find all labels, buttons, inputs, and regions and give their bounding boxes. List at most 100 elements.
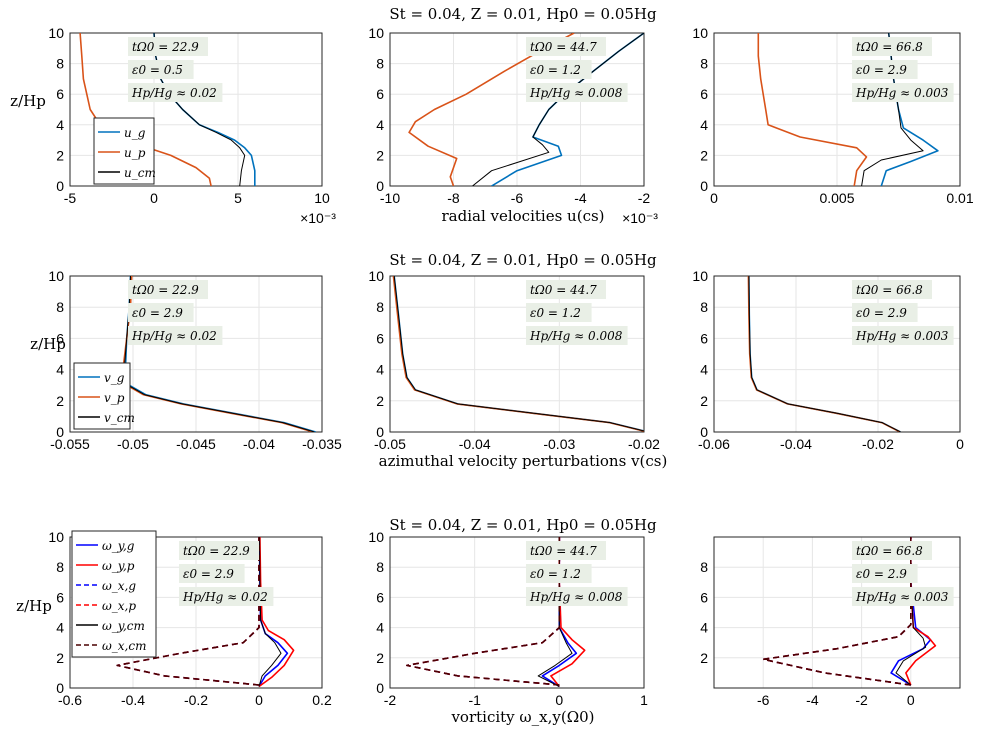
panel-r2c2-xtick: -0.02 [628,436,660,452]
panel-r2c2-ytick: 10 [368,268,384,284]
panel-r3c1-xtick: 0 [255,692,263,708]
legend-label: v_cm [104,411,135,425]
row-3-ylabel: z/Hp [16,597,52,615]
panel-r3c1-annotation-bg [179,541,259,560]
panel-r3c1-ytick: 6 [56,589,64,605]
panel-r2c2-annotation-line: Hp/Hg ≈ 0.008 [529,329,623,343]
row-3-xlabel: vorticity ω_x,y(Ω0) [450,708,594,726]
panel-r1c1-ytick: 10 [48,25,64,41]
panel-r2c1-axes [69,275,323,433]
panel-r3c2-xtick: 0 [555,692,563,708]
panel-r3c1-annotation-bg [179,564,245,583]
legend-label: u_g [124,126,146,140]
panel-r2c1-annotation-line: tΩ0 = 22.9 [132,283,199,297]
panel-r2c2-ytick: 2 [376,393,384,409]
panel-r3c3-xtick: -4 [806,692,819,708]
panel-r3c1-xtick: 0.2 [312,692,332,708]
panel-r3c3-annotation-line: tΩ0 = 66.8 [856,544,923,558]
panel-r1c3-axes [713,32,961,187]
legend-box [71,530,157,658]
panel-r2c1: -0.055 -0.05 -0.045 -0.04 -0.035 0 2 4 6 8 10 tΩ0 =… [48,268,342,452]
panel-r2c3-ytick: 8 [700,299,708,315]
panel-r2c2-annotation: tΩ0 = 44.7 ε0 = 1.2 Hp/Hg ≈ 0.008 [526,280,628,345]
panel-r2c3-annotation: tΩ0 = 66.8 ε0 = 2.9 Hp/Hg ≈ 0.003 [852,280,954,345]
panel-r1c3-ytick: 2 [700,147,708,163]
legend-label: ω_x,g [102,579,136,593]
legend-label: v_p [104,391,125,405]
panel-r1c1-annotation-line: tΩ0 = 22.9 [132,40,199,54]
legend-row-2: v_g v_p v_cm [73,362,135,430]
panel-r2c1-xtick: -0.05 [117,436,149,452]
panel-r2c2-ytick: 0 [376,424,384,440]
panel-r2c3-xtick: 0 [956,436,964,452]
panel-r3c3-annotation-line: Hp/Hg ≈ 0.003 [855,590,949,604]
panel-r3c3-annotation-bg [852,564,918,583]
row-2-title: St = 0.04, Z = 0.01, Hp0 = 0.05Hg [389,251,657,269]
panel-r1c3-ytick: 10 [692,25,708,41]
panel-r2c1-annotation-line: ε0 = 2.9 [132,306,183,320]
panel-r3c2-ytick: 0 [376,680,384,696]
panel-r1c3-annotation: tΩ0 = 66.8 ε0 = 2.9 Hp/Hg ≈ 0.003 [852,37,954,102]
panel-r2c2-annotation-bg [526,303,592,322]
panel-r2c1-xtick: -0.035 [302,436,342,452]
panel-r3c1-annotation-line: tΩ0 = 22.9 [183,544,250,558]
panel-r2c3: -0.06 -0.04 -0.02 0 0 2 4 6 8 10 tΩ0 = 66.8 ε0 = 2.… [692,268,964,452]
legend-box [73,362,131,430]
panel-r2c3-ytick: 4 [700,362,708,378]
panel-r1c1-xtick: -5 [64,190,77,206]
row-3-title: St = 0.04, Z = 0.01, Hp0 = 0.05Hg [389,516,657,534]
panel-r2c1-xtick: -0.055 [50,436,90,452]
row-1-xlabel: radial velocities u(cs) [441,207,604,225]
panel-r1c3-xtick: 0 [710,190,718,206]
panel-r3c2-xtick: 1 [640,692,648,708]
panel-r1c3-annotation-bg [852,37,932,56]
panel-r2c1-ytick: 0 [56,424,64,440]
panel-r3c2-axes [389,536,645,689]
panel-r2c1-ytick: 6 [56,330,64,346]
panel-r2c2-ytick: 8 [376,299,384,315]
panel-r2c2-axes [389,275,645,433]
panel-r1c1-exponent: ×10⁻³ [300,210,336,226]
panel-r1c2-series-2 [472,33,644,186]
panel-r2c1-ytick: 10 [48,268,64,284]
panel-r2c3-ytick: 0 [700,424,708,440]
panel-r1c3-annotation-bg [852,83,954,102]
panel-r3c1-xtick: -0.4 [121,692,145,708]
panel-r1c1-annotation-bg [128,60,194,79]
panel-r2c3-annotation-line: Hp/Hg ≈ 0.003 [855,329,949,343]
panel-r1c1-annotation-bg [128,37,208,56]
panel-r3c2-annotation-line: tΩ0 = 44.7 [530,544,597,558]
row-1-ylabel: z/Hp [10,92,46,110]
panel-r1c3-annotation-bg [852,60,918,79]
panel-r1c3-ytick: 0 [700,178,708,194]
panel-r3c1-ytick: 0 [56,680,64,696]
panel-r2c2-annotation-bg [526,326,628,345]
panel-r3c1-ytick: 2 [56,650,64,666]
panel-r1c2-ytick: 10 [368,25,384,41]
panel-r2c3-ytick: 2 [700,393,708,409]
panel-r3c2-ytick: 6 [376,589,384,605]
panel-r3c3-xtick: 0 [907,692,915,708]
panel-r3c2-annotation-bg [526,564,592,583]
panel-r2c1-ytick: 4 [56,362,64,378]
panel-r2c3-annotation-bg [852,326,954,345]
panel-r3c3-series-5 [762,537,912,686]
panel-r1c2-annotation-line: ε0 = 1.2 [530,63,581,77]
panel-r1c2-xtick: -6 [511,190,524,206]
panel-r2c3-axes [713,275,961,433]
panel-r1c3-series-1 [757,33,868,186]
panel-r1c3-ytick: 4 [700,117,708,133]
panel-r3c3-ytick: 2 [700,650,708,666]
panel-r1c2-xtick: -8 [447,190,460,206]
panel-r2c1-annotation-bg [128,326,223,345]
panel-r2c2-annotation-line: tΩ0 = 44.7 [530,283,597,297]
panel-r2c1-annotation-bg [128,280,208,299]
panel-r2c3-ytick: 10 [692,268,708,284]
panel-r1c1-ytick: 4 [56,117,64,133]
panel-r2c2-annotation-bg [526,280,606,299]
panel-r3c2-ytick: 10 [368,529,384,545]
panel-r1c1-xtick: 5 [234,190,242,206]
